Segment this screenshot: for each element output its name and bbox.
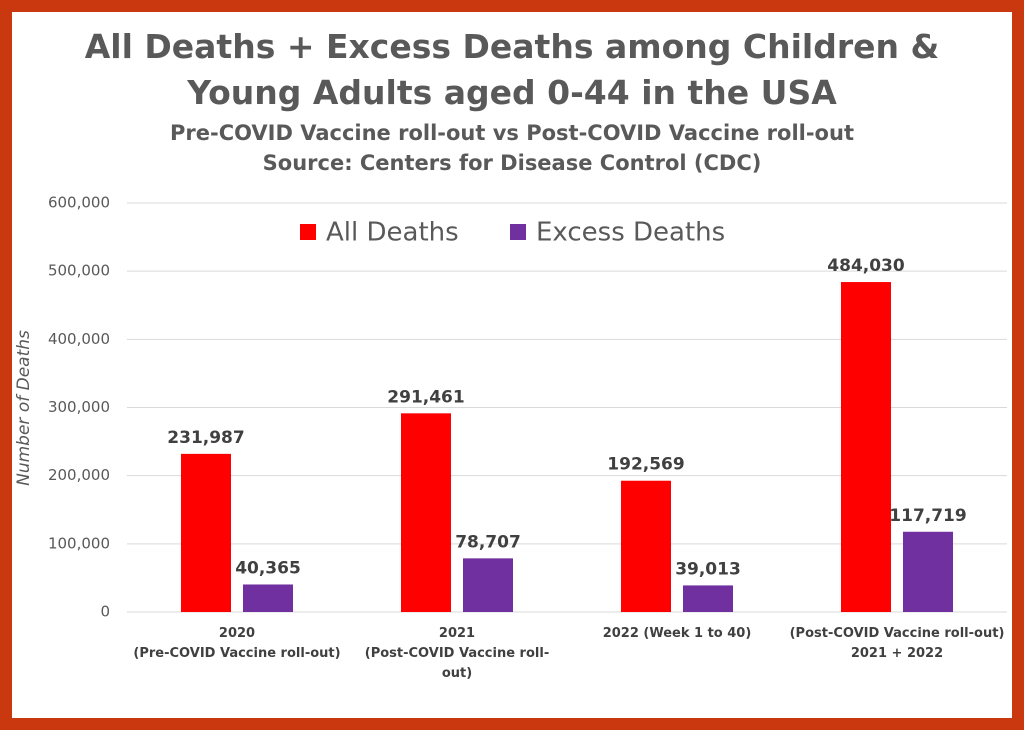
chart-title: All Deaths + Excess Deaths among Childre… — [84, 27, 940, 112]
data-label: 39,013 — [675, 559, 741, 579]
x-tick-label: 2022 (Week 1 to 40) — [602, 626, 752, 641]
y-tick-label: 400,000 — [48, 330, 110, 348]
data-label: 484,030 — [827, 256, 905, 276]
bar — [841, 282, 891, 612]
y-tick-label: 300,000 — [48, 398, 110, 416]
legend-swatch — [300, 224, 316, 240]
y-tick-label: 500,000 — [48, 262, 110, 280]
bar — [683, 585, 733, 612]
bar — [903, 531, 953, 612]
legend-swatch — [510, 224, 526, 240]
bar — [243, 584, 293, 612]
data-label: 40,365 — [235, 558, 301, 578]
bar — [463, 558, 513, 612]
chart-subtitle: Pre-COVID Vaccine roll-out vs Post-COVID… — [170, 121, 854, 145]
x-tick-label: 2020 (Pre-COVID Vaccine roll-out) — [133, 626, 341, 661]
legend-label: Excess Deaths — [536, 218, 725, 248]
bar — [621, 480, 671, 612]
y-tick-label: 100,000 — [48, 534, 110, 552]
y-tick-label: 0 — [100, 603, 110, 621]
x-tick-label: (Post-COVID Vaccine roll-out) 2021 + 202… — [789, 626, 1005, 661]
data-label: 117,719 — [889, 506, 966, 526]
x-tick-label: 2021 (Post-COVID Vaccine roll- out) — [364, 626, 550, 681]
data-label: 231,987 — [167, 428, 244, 448]
chart-source: Source: Centers for Disease Control (CDC… — [262, 151, 762, 175]
y-axis-label: Number of Deaths — [14, 330, 34, 486]
data-label: 192,569 — [607, 455, 684, 475]
bar — [181, 453, 231, 612]
data-label: 78,707 — [455, 532, 521, 552]
legend-label: All Deaths — [326, 218, 459, 248]
y-tick-label: 600,000 — [48, 194, 110, 212]
y-tick-label: 200,000 — [48, 466, 110, 484]
bar — [401, 413, 451, 612]
data-label: 291,461 — [387, 387, 464, 407]
